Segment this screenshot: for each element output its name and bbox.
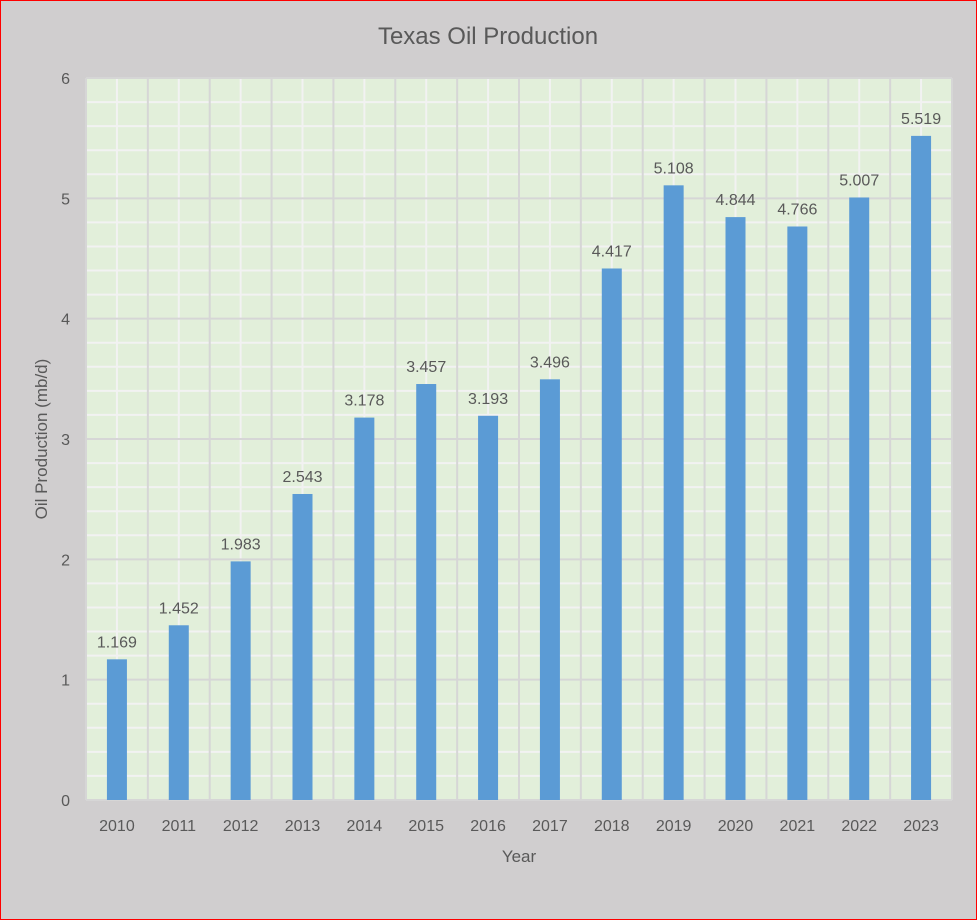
bar-2018	[601, 268, 622, 800]
x-tick-label: 2021	[780, 818, 816, 835]
y-tick-label: 3	[61, 432, 70, 449]
x-tick-label: 2018	[594, 818, 630, 835]
data-label: 3.178	[344, 393, 384, 410]
x-tick-label: 2016	[470, 818, 506, 835]
x-tick-label: 2020	[718, 818, 754, 835]
bar-2021	[787, 226, 808, 800]
data-label: 3.193	[468, 391, 508, 408]
y-axis-label: Oil Production (mb/d)	[32, 359, 51, 520]
chart-title: Texas Oil Production	[378, 23, 598, 50]
data-label: 5.108	[654, 160, 694, 177]
y-tick-label: 4	[61, 312, 70, 329]
y-tick-label: 2	[61, 552, 70, 569]
data-label: 1.169	[97, 634, 137, 651]
x-tick-label: 2017	[532, 818, 568, 835]
bar-2014	[354, 417, 375, 800]
bar-2016	[478, 415, 499, 800]
bar-2010	[106, 659, 127, 800]
data-label: 1.983	[221, 536, 261, 553]
y-tick-label: 5	[61, 191, 70, 208]
bar-2023	[911, 135, 932, 800]
x-tick-label: 2013	[285, 818, 321, 835]
bar-2019	[663, 185, 684, 800]
data-label: 5.519	[901, 111, 941, 128]
data-label: 3.496	[530, 354, 570, 371]
bar-2017	[539, 379, 560, 800]
data-label: 1.452	[159, 600, 199, 617]
x-tick-label: 2022	[841, 818, 877, 835]
x-tick-label: 2012	[223, 818, 259, 835]
data-label: 3.457	[406, 359, 446, 376]
bar-2013	[292, 493, 313, 800]
bar-2020	[725, 217, 746, 800]
y-tick-label: 6	[61, 71, 70, 88]
x-axis-label: Year	[502, 847, 537, 866]
x-tick-label: 2019	[656, 818, 692, 835]
x-tick-label: 2023	[903, 818, 939, 835]
x-tick-label: 2010	[99, 818, 135, 835]
data-label: 4.417	[592, 243, 632, 260]
x-tick-label: 2011	[162, 818, 197, 835]
data-label: 5.007	[839, 172, 879, 189]
bar-2011	[168, 625, 189, 800]
x-tick-label: 2014	[347, 818, 383, 835]
bar-2022	[849, 197, 870, 801]
bar-2012	[230, 561, 251, 800]
data-label: 2.543	[282, 469, 322, 486]
y-tick-label: 0	[61, 793, 70, 810]
data-label: 4.766	[777, 201, 817, 218]
y-tick-label: 1	[61, 673, 70, 690]
bar-2015	[416, 384, 437, 800]
x-tick-label: 2015	[408, 818, 444, 835]
data-label: 4.844	[715, 192, 755, 209]
